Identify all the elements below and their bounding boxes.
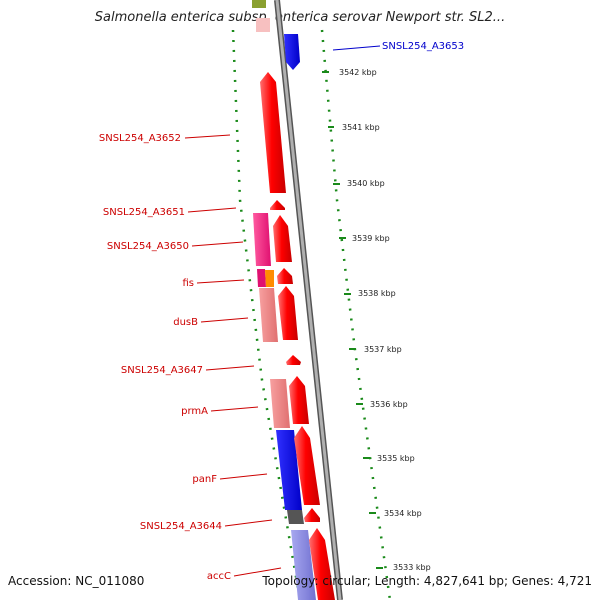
gene-accC-arrow	[309, 528, 335, 600]
scale-tick-labels: 3542 kbp 3541 kbp 3540 kbp 3539 kbp 3538…	[339, 68, 431, 572]
gene-a3650-arrow	[273, 215, 292, 262]
tick-label-3540: 3540 kbp	[347, 179, 385, 188]
gene-accC-feature	[291, 530, 316, 600]
gene-a3644-arrow	[304, 508, 320, 522]
gene-fis-feature	[257, 269, 266, 287]
gene-label-a3644[interactable]: SNSL254_A3644	[140, 521, 222, 532]
gene-label-fis[interactable]: fis	[182, 278, 194, 289]
gene-fis-arrow	[277, 268, 293, 284]
inner-gene-track	[252, 0, 316, 600]
gene-dusB-arrow	[278, 286, 298, 340]
gene-labels: SNSL254_A3653 SNSL254_A3652 SNSL254_A365…	[99, 41, 464, 582]
map-title: Salmonella enterica subsp. enterica sero…	[94, 10, 506, 25]
gene-prmA-arrow	[289, 376, 309, 424]
gene-panF-feature	[276, 430, 302, 510]
gene-label-dusB[interactable]: dusB	[173, 317, 198, 328]
tick-label-3534: 3534 kbp	[384, 509, 422, 518]
gene-label-accC[interactable]: accC	[207, 571, 231, 582]
tick-label-3542: 3542 kbp	[339, 68, 377, 77]
gene-label-panF[interactable]: panF	[192, 474, 217, 485]
gene-prmA-feature	[270, 379, 290, 428]
gene-top-stub-2	[256, 18, 270, 32]
gene-label-a3653[interactable]: SNSL254_A3653	[382, 41, 464, 52]
topology-label: Topology: circular; Length: 4,827,641 bp…	[262, 574, 592, 588]
gene-panF-arrow	[294, 426, 320, 505]
gene-label-a3647[interactable]: SNSL254_A3647	[121, 365, 203, 376]
genome-backbone	[274, 0, 343, 600]
gene-label-prmA[interactable]: prmA	[181, 406, 208, 417]
outer-gene-track	[260, 34, 335, 600]
gene-a3653-feature	[284, 34, 300, 70]
gene-dusB-feature	[259, 288, 278, 342]
gene-top-stub	[252, 0, 266, 8]
tick-label-3535: 3535 kbp	[377, 454, 415, 463]
tick-label-3536: 3536 kbp	[370, 400, 408, 409]
label-leaders	[184, 45, 381, 577]
gene-label-a3650[interactable]: SNSL254_A3650	[107, 241, 189, 252]
gene-a3644-feature	[287, 510, 304, 524]
scale-ticks	[322, 71, 383, 569]
tick-label-3538: 3538 kbp	[358, 289, 396, 298]
accession-label: Accession: NC_011080	[8, 574, 145, 588]
gene-a3647-arrow	[286, 355, 301, 365]
gene-fis-orange	[265, 270, 274, 287]
gene-a3650-feature	[253, 213, 271, 266]
tick-label-3537: 3537 kbp	[364, 345, 402, 354]
tick-label-3539: 3539 kbp	[352, 234, 390, 243]
gene-label-a3652[interactable]: SNSL254_A3652	[99, 133, 181, 144]
gene-label-a3651[interactable]: SNSL254_A3651	[103, 207, 185, 218]
gene-a3652-feature	[260, 72, 286, 193]
tick-label-3541: 3541 kbp	[342, 123, 380, 132]
gc-content-track	[231, 29, 392, 600]
tick-label-3533: 3533 kbp	[393, 563, 431, 572]
gene-a3651-feature	[270, 200, 285, 210]
